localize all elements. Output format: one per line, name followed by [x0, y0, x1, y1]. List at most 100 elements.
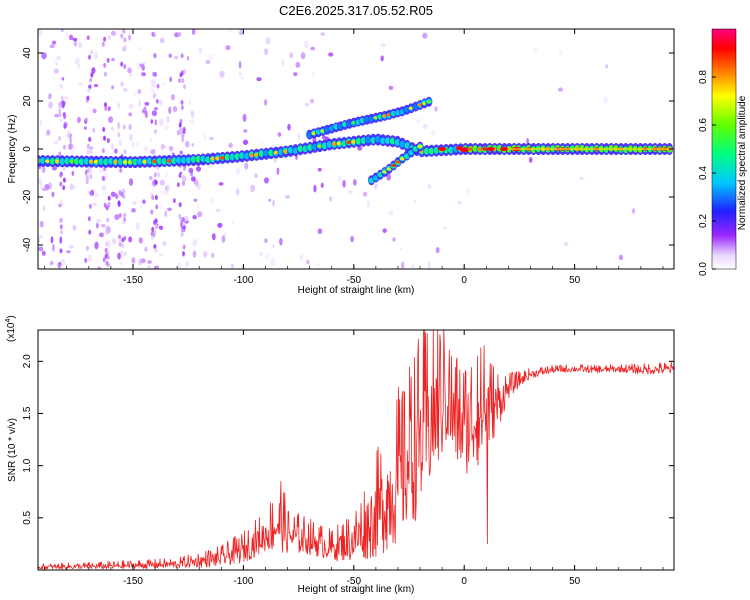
heatmap-cell	[107, 106, 111, 112]
heatmap-cell	[108, 116, 114, 124]
heatmap-cell	[174, 32, 180, 38]
y-tick-label: 40	[22, 47, 33, 59]
heatmap-cell	[313, 184, 317, 193]
heatmap-cell	[103, 202, 107, 208]
snr-y-multiplier: (x104)	[5, 315, 17, 342]
heatmap-cell	[165, 184, 170, 192]
heatmap-cell	[178, 173, 182, 179]
heatmap-cell	[166, 115, 170, 124]
heatmap-cell	[150, 86, 155, 94]
heatmap-cell	[277, 132, 282, 137]
heatmap-cell	[150, 79, 156, 87]
heatmap-cell	[96, 218, 101, 223]
heatmap-cell	[39, 118, 43, 127]
heatmap-cell	[149, 137, 153, 143]
heatmap-cell	[250, 184, 256, 193]
heatmap-cell	[197, 211, 203, 218]
heatmap-cell	[103, 71, 107, 77]
heatmap-cell	[532, 46, 538, 54]
heatmap-cell	[603, 96, 608, 104]
heatmap-cell	[104, 253, 108, 259]
heatmap-cell	[177, 262, 182, 269]
heatmap-cell	[228, 142, 233, 148]
heatmap-cell	[235, 168, 241, 175]
heatmap-cell	[138, 258, 143, 266]
heatmap-cell	[91, 67, 96, 74]
snr-x-axis: -150 -100 -50 0 50	[44, 330, 664, 587]
heatmap-cell	[138, 99, 142, 107]
heatmap-cell	[271, 244, 276, 248]
y-tick-label: 0	[22, 146, 33, 152]
heatmap-cell	[87, 87, 91, 93]
heatmap-cell	[58, 203, 62, 208]
heatmap-cell	[190, 110, 195, 118]
lower-branch-cell	[417, 145, 423, 149]
heatmap-cell	[172, 198, 176, 204]
snr-panel: -150 -100 -50 0 50 0.5 1.0 1.5 2.0 Height of st…	[5, 315, 675, 595]
heatmap-cell	[182, 126, 186, 132]
heatmap-cell	[297, 133, 301, 141]
heatmap-cell	[60, 259, 65, 263]
heatmap-cell	[62, 185, 66, 191]
heatmap-cell	[107, 240, 111, 248]
heatmap-cell	[221, 235, 226, 243]
heatmap-cell	[399, 115, 404, 120]
heatmap-cell	[158, 118, 164, 126]
heatmap-cell	[208, 136, 215, 141]
heatmap-cell	[559, 49, 563, 56]
heatmap-cell	[121, 237, 125, 243]
heatmap-cell	[295, 61, 301, 68]
heatmap-cell	[380, 55, 384, 62]
heatmap-cell	[69, 183, 74, 191]
heatmap-cell	[457, 201, 462, 205]
doppler-trace-cell	[127, 160, 133, 164]
heatmap-cell	[117, 252, 121, 260]
heatmap-cell	[159, 37, 165, 44]
heatmap-cell	[242, 139, 249, 146]
heatmap-cell	[38, 29, 43, 37]
heatmap-cell	[60, 29, 64, 33]
heatmap-cell	[382, 228, 387, 233]
y-tick-label: 1.5	[22, 406, 33, 420]
heatmap-cell	[169, 76, 172, 83]
heatmap-cell	[558, 87, 563, 92]
heatmap-cell	[194, 179, 199, 187]
doppler-trace-cell	[45, 159, 51, 163]
heatmap-cell	[77, 82, 83, 86]
doppler-trace-cell	[69, 159, 75, 164]
heatmap-cell	[180, 100, 184, 106]
heatmap-cell	[153, 229, 157, 235]
x-tick-label: -100	[233, 576, 253, 587]
heatmap-cell	[208, 54, 214, 60]
heatmap-cell	[265, 37, 271, 45]
heatmap-cell	[168, 106, 172, 115]
heatmap-cell	[94, 241, 99, 250]
heatmap-cell	[154, 129, 158, 135]
heatmap-cell	[59, 236, 63, 244]
heatmap-cell	[435, 246, 440, 254]
heatmap-cell	[51, 191, 55, 198]
heatmap-cell	[131, 256, 136, 264]
heatmap-cell	[411, 264, 415, 269]
x-tick-label: -50	[347, 275, 362, 286]
heatmap-cell	[129, 134, 133, 141]
heatmap-cell	[272, 199, 275, 207]
heatmap-cell	[239, 29, 243, 34]
heatmap-cell	[128, 112, 133, 117]
x-tick-label: 0	[461, 576, 467, 587]
heatmap-cell	[120, 61, 124, 67]
heatmap-cell	[264, 252, 270, 261]
heatmap-cell	[62, 144, 66, 150]
heatmap-cell	[110, 30, 117, 36]
heatmap-cell	[264, 48, 269, 55]
heatmap-cell	[632, 208, 635, 214]
heatmap-cell	[71, 171, 75, 176]
heatmap-cell	[66, 250, 71, 254]
heatmap-cell	[120, 33, 124, 39]
heatmap-cell	[154, 119, 158, 126]
heatmap-cell	[143, 145, 149, 152]
heatmap-cell	[279, 237, 283, 246]
heatmap-cell	[191, 143, 195, 147]
heatmap-cell	[362, 191, 368, 197]
heatmap-cell	[160, 143, 165, 150]
